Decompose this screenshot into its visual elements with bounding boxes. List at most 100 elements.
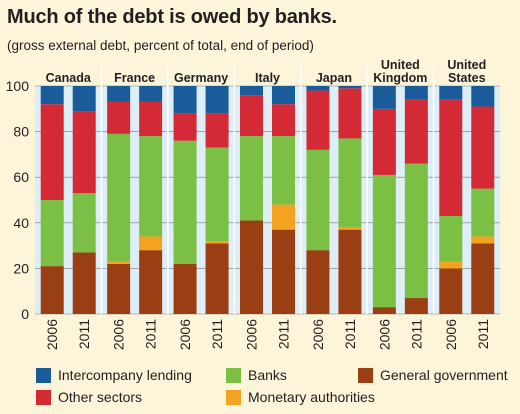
bar-segment-intercompany bbox=[40, 86, 64, 105]
bar-segment-banks bbox=[107, 133, 131, 262]
legend-swatch-banks bbox=[226, 367, 241, 383]
bar-segment-intercompany bbox=[139, 86, 163, 102]
bar-segment-banks bbox=[72, 193, 96, 253]
x-tick-label: 2006 bbox=[111, 319, 127, 350]
x-tick-label: 2011 bbox=[76, 319, 92, 349]
bar-segment-other bbox=[139, 101, 163, 137]
bar-segment-government bbox=[107, 263, 131, 314]
bar-segment-other bbox=[40, 104, 64, 200]
bar-segment-other bbox=[72, 111, 96, 194]
bar-segment-government bbox=[240, 220, 263, 314]
legend-swatch-government bbox=[358, 367, 373, 383]
bar-segment-monetary bbox=[139, 236, 163, 251]
bar-segment-monetary bbox=[107, 261, 131, 264]
bar-segment-government bbox=[372, 307, 396, 314]
bar-segment-other bbox=[205, 113, 229, 148]
bar-segment-intercompany bbox=[272, 86, 295, 105]
bar-segment-banks bbox=[40, 200, 64, 267]
y-tick-label: 40 bbox=[13, 215, 29, 231]
bar-segment-intercompany bbox=[372, 86, 396, 109]
group-label: Canada bbox=[46, 71, 92, 85]
bar-segment-other bbox=[107, 101, 131, 134]
plot-area bbox=[35, 86, 500, 314]
legend-item-government: General government bbox=[358, 366, 508, 384]
x-tick-label: 2006 bbox=[443, 319, 459, 350]
bar-segment-government bbox=[72, 252, 96, 314]
bar-segment-monetary bbox=[272, 204, 295, 230]
bar-segment-intercompany bbox=[107, 86, 131, 102]
x-tick-label: 2006 bbox=[376, 319, 392, 350]
bar-segment-monetary bbox=[338, 227, 362, 230]
group-label-line: United bbox=[381, 58, 420, 72]
group-label-line: Canada bbox=[46, 71, 92, 85]
bar-segment-banks bbox=[404, 163, 428, 299]
group-label: United States bbox=[447, 58, 486, 85]
bar-segment-banks bbox=[272, 136, 295, 205]
bar-segment-intercompany bbox=[173, 86, 197, 114]
group-label: Italy bbox=[255, 71, 280, 85]
x-tick-label: 2006 bbox=[177, 319, 193, 350]
bar-segment-other bbox=[240, 95, 263, 137]
bar-segment-government bbox=[439, 268, 463, 314]
bar-segment-government bbox=[173, 263, 197, 314]
x-tick-label: 2011 bbox=[475, 319, 491, 349]
group-label: United Kingdom bbox=[373, 58, 427, 85]
bar-segment-banks bbox=[240, 136, 263, 221]
x-tick-label: 2006 bbox=[310, 319, 326, 350]
bar-segment-government bbox=[139, 250, 163, 314]
legend-item-banks: Banks bbox=[226, 366, 287, 384]
y-tick-label: 20 bbox=[13, 260, 29, 276]
bar-segment-government bbox=[338, 229, 362, 314]
bar-segment-government bbox=[205, 243, 229, 314]
bar-segment-other bbox=[272, 104, 295, 137]
y-tick-label: 100 bbox=[6, 78, 30, 94]
bar-segment-other bbox=[471, 106, 495, 189]
bar-segment-banks bbox=[306, 149, 330, 251]
x-tick-label: 2011 bbox=[408, 319, 424, 349]
legend-swatch-intercompany bbox=[36, 367, 51, 383]
x-tick-label: 2011 bbox=[342, 319, 358, 349]
bar-segment-monetary bbox=[471, 236, 495, 244]
group-label: Germany bbox=[174, 71, 228, 85]
group-label-line: Japan bbox=[316, 71, 352, 85]
x-tick-label: 2006 bbox=[44, 319, 60, 350]
x-tick-label: 2006 bbox=[244, 319, 260, 350]
bar-segment-other bbox=[338, 88, 362, 139]
x-tick-label: 2011 bbox=[209, 319, 225, 349]
bar-segment-intercompany bbox=[240, 86, 263, 96]
bar-segment-government bbox=[404, 298, 428, 314]
y-tick-label: 60 bbox=[13, 169, 29, 185]
bar-segment-intercompany bbox=[205, 86, 229, 114]
group-label: Japan bbox=[316, 71, 352, 85]
x-tick-label: 2011 bbox=[276, 319, 292, 349]
group-label-line: Kingdom bbox=[373, 71, 427, 85]
chart-title: Much of the debt is owed by banks. bbox=[7, 6, 337, 28]
y-tick-label: 80 bbox=[13, 124, 29, 140]
bar-segment-government bbox=[40, 266, 64, 314]
bar-segment-banks bbox=[173, 140, 197, 264]
bar-segment-other bbox=[372, 108, 396, 175]
group-label-line: France bbox=[114, 71, 155, 85]
bar-segment-other bbox=[306, 90, 330, 150]
bar-segment-monetary bbox=[439, 261, 463, 269]
legend-label-banks: Banks bbox=[248, 367, 287, 383]
bar-segment-government bbox=[272, 229, 295, 314]
legend-item-intercompany: Intercompany lending bbox=[36, 366, 192, 384]
bar-segment-banks bbox=[205, 147, 229, 242]
legend-item-other: Other sectors bbox=[36, 388, 142, 406]
bar-segment-intercompany bbox=[404, 86, 428, 100]
chart-subtitle: (gross external debt, percent of total, … bbox=[7, 38, 314, 53]
legend-label-monetary: Monetary authorities bbox=[248, 389, 375, 405]
bar-segment-banks bbox=[338, 138, 362, 228]
bar-segment-banks bbox=[372, 174, 396, 308]
legend-swatch-other bbox=[36, 389, 51, 405]
group-label-line: United bbox=[447, 58, 486, 72]
bar-segment-government bbox=[471, 243, 495, 314]
bar-segment-intercompany bbox=[338, 86, 362, 89]
bar-segment-other bbox=[173, 113, 197, 141]
bar-segment-banks bbox=[439, 215, 463, 262]
legend-swatch-monetary bbox=[226, 389, 241, 405]
group-label: France bbox=[114, 71, 155, 85]
bar-segment-banks bbox=[139, 136, 163, 237]
bar-segment-government bbox=[306, 250, 330, 314]
